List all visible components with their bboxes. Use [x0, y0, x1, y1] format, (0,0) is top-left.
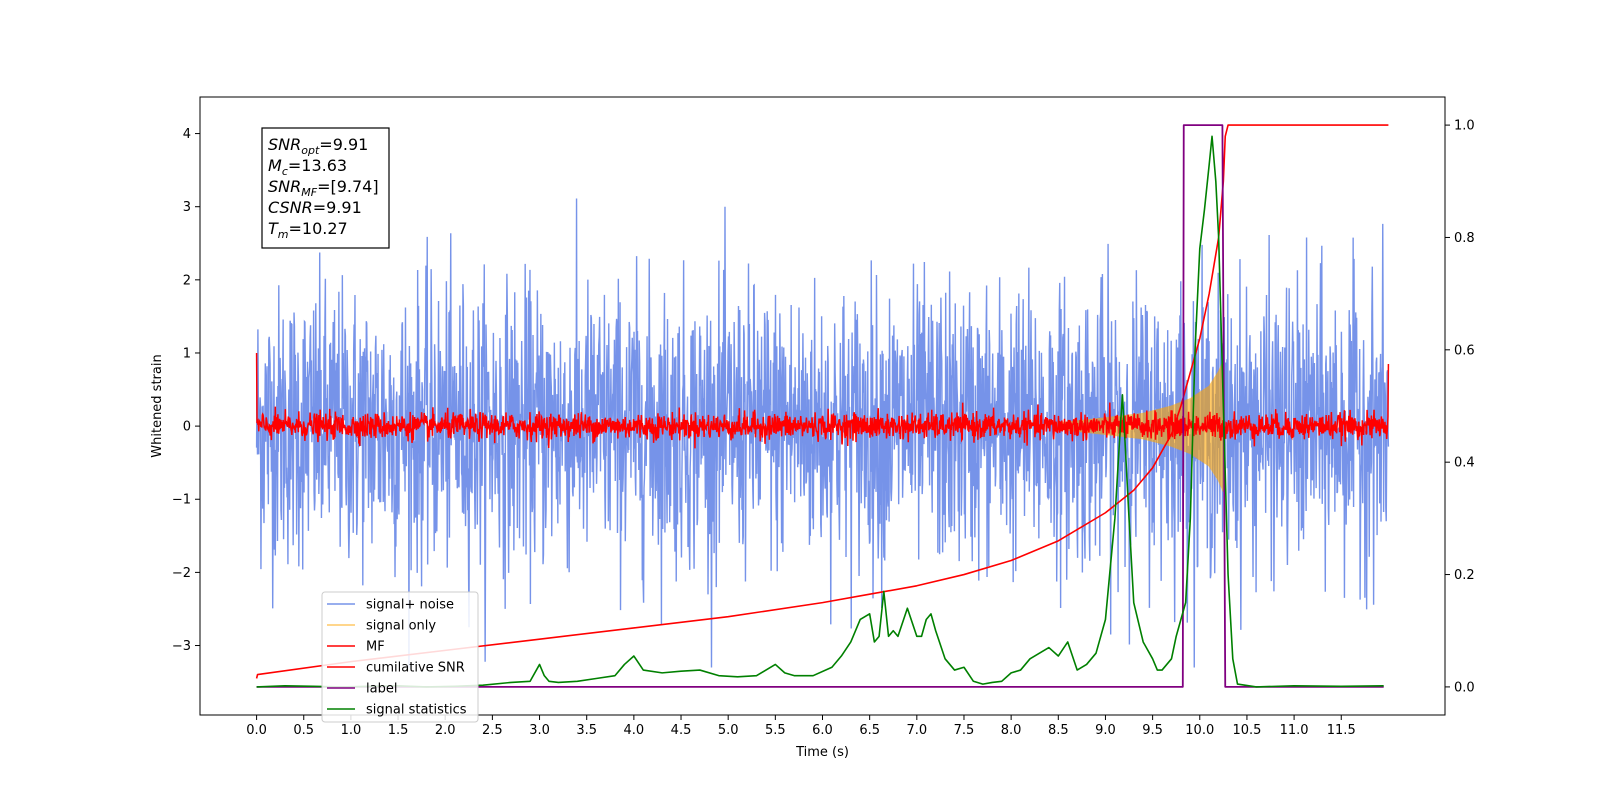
- x-tick-label: 4.5: [671, 723, 692, 738]
- x-tick-label: 4.0: [624, 723, 645, 738]
- x-tick-label: 2.0: [435, 723, 456, 738]
- info-line: SNRopt=9.91: [268, 135, 368, 157]
- x-tick-label: 11.5: [1327, 723, 1356, 738]
- x-tick-label: 10.5: [1232, 723, 1261, 738]
- x-tick-label: 7.5: [954, 723, 975, 738]
- x-tick-label: 5.0: [718, 723, 739, 738]
- x-axis-label: Time (s): [795, 745, 849, 760]
- plot-clip-group: [255, 124, 1390, 688]
- info-subscript: opt: [301, 144, 320, 157]
- info-value: =9.91: [319, 135, 368, 154]
- y2-tick-label: 0.4: [1454, 456, 1475, 471]
- legend-frame: [321, 591, 479, 723]
- x-tick-label: 7.0: [906, 723, 927, 738]
- legend-entry: label: [366, 682, 397, 697]
- plot-area: [255, 124, 1390, 688]
- info-value: =9.91: [313, 198, 362, 217]
- legend-entry: signal only: [366, 619, 436, 634]
- x-tick-label: 8.5: [1048, 723, 1069, 738]
- y-tick-label: 1: [183, 346, 191, 361]
- series-signal-statistics: [256, 135, 1384, 688]
- y2-tick-label: 0.8: [1454, 231, 1475, 246]
- x-tick-label: 6.0: [812, 723, 833, 738]
- axes: 0.0 0.5 1.0 1.5 2.0 2.5 3.0 3.5 4.0 4.5 5.0 5.5 6.0 6…: [150, 96, 1475, 760]
- info-symbol: CSNR: [268, 198, 313, 217]
- x-tick-label: 5.5: [765, 723, 786, 738]
- y-tick-label: 4: [183, 127, 191, 142]
- info-line: SNRMF=[9.74]: [268, 177, 379, 199]
- legend-entry: cumilative SNR: [366, 661, 465, 676]
- x-tick-label: 0.5: [293, 723, 314, 738]
- y-tick-label: −2: [172, 566, 191, 581]
- info-subscript: m: [278, 228, 289, 241]
- x-tick-label: 2.5: [482, 723, 503, 738]
- info-symbol: SNR: [268, 135, 301, 154]
- info-box: SNRopt=9.91Mc=13.63SNRMF=[9.74]CSNR=9.91…: [261, 127, 390, 249]
- info-line: CSNR=9.91: [268, 198, 362, 217]
- legend: signal+ noise signal only MF cumilative SNR…: [321, 591, 479, 723]
- x-tick-label: 3.5: [576, 723, 597, 738]
- x-tick-label: 1.5: [388, 723, 409, 738]
- x-tick-label: 0.0: [246, 723, 267, 738]
- y-tick-label: 2: [183, 273, 191, 288]
- series-label: [256, 124, 1384, 688]
- x-tick-label: 6.5: [859, 723, 880, 738]
- y-tick-label: −1: [172, 493, 191, 508]
- y-tick-label: 0: [183, 420, 191, 435]
- y2-tick-label: 0.0: [1454, 680, 1475, 695]
- series-cumulative-snr: [255, 124, 1389, 679]
- x-tick-label: 9.5: [1142, 723, 1163, 738]
- x-tick-label: 9.0: [1095, 723, 1116, 738]
- info-symbol: M: [268, 156, 282, 175]
- x-tick-label: 8.0: [1001, 723, 1022, 738]
- series-mf: [255, 352, 1390, 449]
- x-tick-label: 1.0: [341, 723, 362, 738]
- legend-entry: MF: [366, 640, 385, 655]
- info-symbol: SNR: [268, 177, 301, 196]
- y-tick-label: −3: [172, 639, 191, 654]
- info-value: =[9.74]: [317, 177, 379, 196]
- info-line: Mc=13.63: [268, 156, 347, 178]
- legend-entry: signal+ noise: [366, 598, 454, 613]
- y2-tick-label: 0.2: [1454, 568, 1475, 583]
- info-subscript: MF: [301, 186, 317, 199]
- x-tick-label: 11.0: [1280, 723, 1309, 738]
- info-value: =13.63: [288, 156, 347, 175]
- y-axis-label: Whitened strain: [150, 354, 165, 457]
- x-tick-label: 3.0: [529, 723, 550, 738]
- info-subscript: c: [282, 165, 288, 178]
- info-box-frame: [261, 127, 390, 249]
- y2-tick-label: 1.0: [1454, 119, 1475, 134]
- info-symbol: T: [268, 219, 279, 238]
- info-line: Tm=10.27: [268, 219, 348, 241]
- y-tick-label: 3: [183, 200, 191, 215]
- y2-tick-label: 0.6: [1454, 343, 1475, 358]
- info-value: =10.27: [289, 219, 348, 238]
- x-tick-label: 10.0: [1185, 723, 1214, 738]
- legend-entry: signal statistics: [366, 703, 467, 718]
